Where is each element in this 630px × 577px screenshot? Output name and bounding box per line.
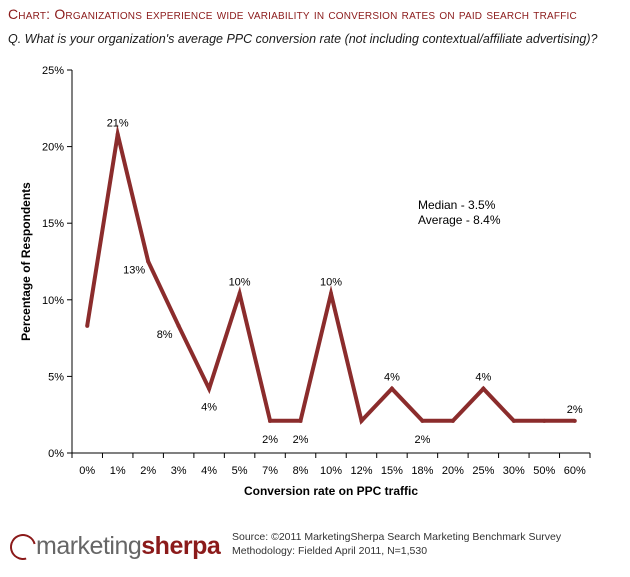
x-tick-label: 7%	[262, 465, 278, 477]
x-axis: 0% 1% 2% 3% 4% 5% 7% 8% 10% 12% 15% 18% 20% 25% 30% 50%…	[71, 452, 591, 477]
source-line: Source: ©2011 MarketingSherpa Search Mar…	[232, 531, 562, 543]
y-tick-label: 25%	[42, 65, 64, 77]
data-point	[237, 291, 242, 296]
data-label: 4%	[201, 402, 217, 414]
data-label: 2%	[293, 434, 309, 446]
x-tick-label: 50%	[533, 465, 555, 477]
logo-text-sherpa: sherpa	[141, 532, 221, 560]
data-point	[115, 132, 120, 137]
data-label: 13%	[123, 265, 145, 277]
data-label: 2%	[262, 434, 278, 446]
x-tick-label: 10%	[320, 465, 342, 477]
data-label: 10%	[229, 277, 251, 289]
y-tick-label: 15%	[42, 218, 64, 230]
data-label: 2%	[567, 404, 583, 416]
data-label: 21%	[107, 117, 129, 129]
data-point	[329, 291, 333, 296]
x-tick-label: 0%	[79, 465, 95, 477]
x-tick-label: 25%	[472, 465, 494, 477]
data-labels: 21% 13% 8% 4% 10% 2% 2% 10% 4% 2% 4% 2%	[107, 117, 583, 445]
logo-text-marketing: marketing	[36, 532, 142, 560]
methodology-line: Methodology: Fielded April 2011, N=1,530	[232, 545, 428, 557]
data-point	[481, 386, 486, 391]
data-point	[572, 418, 577, 423]
x-tick-label: 5%	[232, 465, 248, 477]
data-point	[450, 418, 455, 423]
y-tick-label: 20%	[42, 142, 64, 154]
data-point	[511, 418, 516, 423]
data-point	[268, 418, 273, 423]
data-label: 4%	[384, 372, 400, 384]
data-point	[85, 323, 90, 328]
x-tick-label: 60%	[564, 465, 586, 477]
data-point	[146, 259, 151, 264]
source-note: Source: ©2011 MarketingSherpa Search Mar…	[232, 530, 561, 558]
x-tick-label: 18%	[411, 465, 433, 477]
data-point	[389, 386, 394, 391]
survey-question: Q. What is your organization's average P…	[8, 32, 598, 46]
data-point	[207, 386, 212, 391]
x-tick-label: 20%	[442, 465, 464, 477]
y-axis-title: Percentage of Respondents	[19, 182, 33, 341]
x-tick-label: 12%	[350, 465, 372, 477]
series-line	[85, 124, 577, 425]
data-point	[542, 418, 547, 423]
x-tick-label: 4%	[201, 465, 217, 477]
average-stat: Average - 8.4%	[418, 213, 501, 227]
x-tick-label: 8%	[293, 465, 309, 477]
x-axis-title: Conversion rate on PPC traffic	[244, 484, 418, 498]
data-label: 2%	[414, 434, 430, 446]
median-stat: Median - 3.5%	[418, 198, 496, 212]
y-axis: 0% 5% 10% 15% 20% 25%	[42, 65, 73, 460]
data-label: 10%	[320, 277, 342, 289]
data-point	[176, 323, 181, 328]
chart-title: Chart: Organizations experience wide var…	[8, 6, 577, 22]
y-tick-label: 10%	[42, 295, 64, 307]
data-label: 4%	[475, 372, 491, 384]
data-point	[359, 418, 364, 423]
x-tick-label: 15%	[381, 465, 403, 477]
y-tick-label: 0%	[48, 448, 64, 460]
x-tick-label: 1%	[110, 465, 126, 477]
y-tick-label: 5%	[48, 371, 64, 383]
data-point	[298, 418, 303, 423]
x-tick-label: 30%	[503, 465, 525, 477]
data-label: 8%	[157, 329, 173, 341]
x-tick-label: 2%	[140, 465, 156, 477]
summary-stats: Median - 3.5% Average - 8.4%	[418, 198, 501, 228]
x-tick-label: 3%	[171, 465, 187, 477]
marketingsherpa-logo: marketingsherpa	[5, 520, 221, 570]
data-point	[420, 418, 425, 423]
